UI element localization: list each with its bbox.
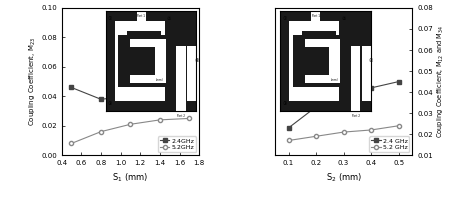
Legend: 2.4 GHz, 5.2 GHz: 2.4 GHz, 5.2 GHz bbox=[369, 136, 409, 152]
Legend: 2.4GHz, 5.2GHz: 2.4GHz, 5.2GHz bbox=[158, 136, 196, 152]
X-axis label: S$_1$ (mm): S$_1$ (mm) bbox=[112, 172, 148, 184]
Y-axis label: Coupling Coefficient, M$_{23}$: Coupling Coefficient, M$_{23}$ bbox=[28, 37, 38, 126]
X-axis label: S$_2$ (mm): S$_2$ (mm) bbox=[326, 172, 362, 184]
Y-axis label: Coupling Coefficient, M$_{12}$ and M$_{34}$: Coupling Coefficient, M$_{12}$ and M$_{3… bbox=[436, 25, 446, 138]
